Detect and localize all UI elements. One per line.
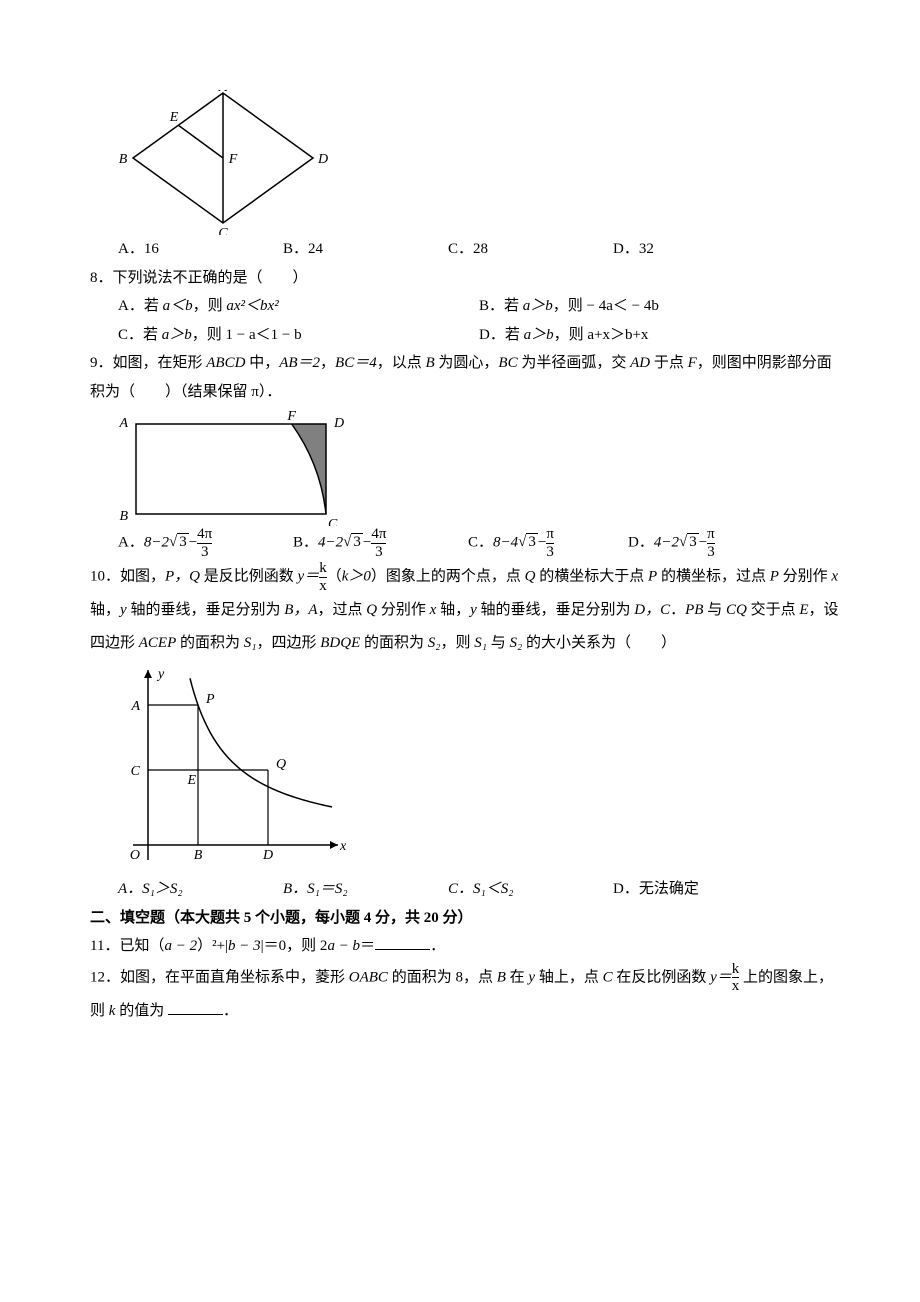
svg-text:F: F [286,409,296,424]
q10-stem: 10．如图，P，Q 是反比例函数 y＝kx（k＞0）图象上的两个点，点 Q 的横… [90,560,840,660]
q9-options: A．8−2√3−4π3 B．4−2√3−4π3 C．8−4√3−π3 D．4−2… [118,526,840,560]
svg-text:C: C [131,764,141,779]
q9-figure: A B C D F [118,406,840,526]
q12-blank [168,999,223,1015]
svg-text:D: D [262,848,273,863]
svg-text:F: F [228,152,238,167]
q8-opt-a: A．若 a＜b，则 ax²＜bx² [118,292,479,321]
q12: 12．如图，在平面直角坐标系中，菱形 OABC 的面积为 8，点 B 在 y 轴… [90,961,840,1028]
q8-options: A．若 a＜b，则 ax²＜bx² B．若 a＞b，则 − 4a＜ − 4b C… [118,292,840,349]
svg-text:Q: Q [276,757,286,772]
svg-text:P: P [205,692,215,707]
svg-text:C: C [218,226,228,235]
q7-opt-c: C．28 [448,235,613,264]
svg-text:O: O [130,848,140,863]
svg-text:A: A [118,416,128,431]
svg-text:E: E [186,773,196,788]
q8-opt-d: D．若 a＞b，则 a+x＞b+x [479,321,840,350]
q9-opt-d: D．4−2√3−π3 [628,526,793,560]
q8-stem: 8．下列说法不正确的是（ ） [90,264,840,293]
svg-text:E: E [169,110,179,125]
svg-text:y: y [156,667,165,682]
q10-opt-b: B．S₁＝S₂ [283,875,448,904]
section2-title: 二、填空题（本大题共 5 个小题，每小题 4 分，共 20 分） [90,904,840,933]
svg-text:B: B [194,848,203,863]
q10-opt-c: C．S₁＜S₂ [448,875,613,904]
q10-opt-a: A．S₁＞S₂ [118,875,283,904]
svg-text:C: C [328,517,338,526]
q10-figure: Ox y A C B D E P Q [118,660,840,875]
q10-opt-d: D．无法确定 [613,875,778,904]
svg-text:B: B [119,152,128,167]
q11: 11．已知（a − 2）²+|b − 3|＝0，则 2a − b＝． [90,932,840,961]
q11-blank [375,934,430,950]
svg-text:A: A [130,699,140,714]
q8-opt-b: B．若 a＞b，则 − 4a＜ − 4b [479,292,840,321]
q9-opt-c: C．8−4√3−π3 [468,526,628,560]
q8-opt-c: C．若 a＞b，则 1 − a＜1 − b [118,321,479,350]
q7-options: A．16 B．24 C．28 D．32 [118,235,840,264]
q7-opt-a: A．16 [118,235,283,264]
svg-text:D: D [317,152,328,167]
svg-text:D: D [333,416,344,431]
svg-text:x: x [339,839,347,854]
q9-opt-a: A．8−2√3−4π3 [118,526,293,560]
q7-figure: A B C D E F [118,90,840,235]
svg-text:A: A [218,90,228,95]
q7-opt-d: D．32 [613,235,778,264]
q10-options: A．S₁＞S₂ B．S₁＝S₂ C．S₁＜S₂ D．无法确定 [118,875,840,904]
q9-stem: 9．如图，在矩形 ABCD 中，AB＝2，BC＝4，以点 B 为圆心，BC 为半… [90,349,840,406]
svg-text:B: B [119,509,128,524]
q9-opt-b: B．4−2√3−4π3 [293,526,468,560]
q7-opt-b: B．24 [283,235,448,264]
